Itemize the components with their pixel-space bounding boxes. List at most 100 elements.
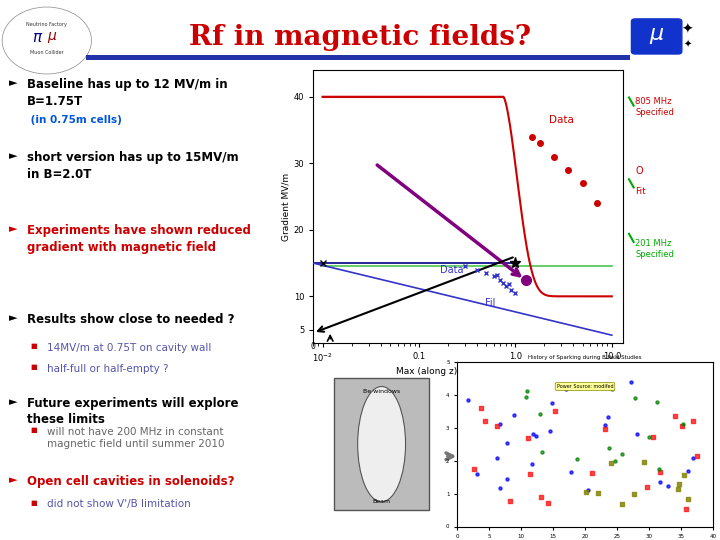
Text: ■: ■ [30,364,37,370]
Bar [86,55,630,60]
Point [522,434,534,442]
Text: will not have 200 MHz in constant
magnetic field until summer 2010: will not have 200 MHz in constant magnet… [47,427,225,449]
Point [508,410,520,419]
Ellipse shape [358,387,405,502]
Point [616,450,627,459]
Point [678,471,690,480]
Point [609,457,621,465]
Text: Future experiments will explore
these limits: Future experiments will explore these li… [27,397,239,427]
Point [582,485,593,494]
Point [672,485,683,494]
Point [520,393,531,402]
Text: Be windows: Be windows [363,389,400,394]
Point [580,488,592,496]
Point [535,410,546,419]
Point [600,380,611,388]
Point [654,478,666,487]
Text: did not show V'/B limitation: did not show V'/B limitation [47,500,191,510]
Circle shape [2,7,91,74]
Point [606,459,617,468]
Point [527,460,539,468]
Text: ►: ► [9,475,17,485]
Point [491,453,503,462]
Point [475,403,487,412]
Text: Experiments have shown reduced
gradient with magnetic field: Experiments have shown reduced gradient … [27,224,251,254]
Point [550,406,562,415]
Text: Fit: Fit [635,187,646,197]
Point [653,465,665,474]
X-axis label: Max (along z) Magnetic Field (T): Max (along z) Magnetic Field (T) [395,367,541,376]
Point [616,500,627,509]
Text: 805 MHz
Specified: 805 MHz Specified [635,97,674,117]
Text: short version has up to 15MV/m
in B=2.0T: short version has up to 15MV/m in B=2.0T [27,151,239,181]
FancyBboxPatch shape [631,19,682,54]
Text: Neutrino Factory: Neutrino Factory [27,22,67,27]
Point [530,432,541,441]
Point [625,378,636,387]
Point [495,484,506,492]
Point [673,480,685,489]
Point [469,464,480,473]
Point [544,426,556,435]
Point [638,458,649,467]
Point [536,448,548,457]
Text: 201 MHz
Specified: 201 MHz Specified [635,239,674,259]
Point [647,432,659,441]
Point [535,492,546,501]
Point [687,454,698,463]
Text: Fil: Fil [485,298,495,308]
Point [592,381,603,389]
Title: History of Sparking during B field Studies: History of Sparking during B field Studi… [528,355,642,360]
Point [501,438,513,447]
Text: Data: Data [440,265,464,275]
Text: half-full or half-empty ?: half-full or half-empty ? [47,364,168,375]
Point [606,384,618,393]
Point [676,422,688,430]
Text: Beam: Beam [372,500,391,504]
Point [683,495,694,503]
Point [546,399,558,407]
Text: ►: ► [9,78,17,89]
Point [592,489,603,498]
Bar [333,378,429,510]
Text: ►: ► [9,151,17,161]
Point [687,417,698,426]
Point [504,497,516,506]
Point [603,413,614,422]
Point [521,387,533,395]
Text: $\mu$: $\mu$ [649,26,665,46]
Point [643,432,654,441]
Text: Rf in magnetic fields?: Rf in magnetic fields? [189,24,531,51]
Point [524,470,536,478]
Point [599,421,611,430]
Point [599,424,611,433]
Point [670,411,681,420]
Point [641,483,652,491]
Text: ►: ► [9,313,17,323]
Point [631,430,642,438]
Point [691,451,703,460]
Text: ■: ■ [30,427,37,433]
Point [662,482,674,490]
Text: $\mu$: $\mu$ [47,30,57,45]
Text: 14MV/m at 0.75T on cavity wall: 14MV/m at 0.75T on cavity wall [47,343,211,353]
Text: 0: 0 [311,342,315,351]
Point [629,393,641,402]
Text: Baseline has up to 12 MV/m in
B=1.75T: Baseline has up to 12 MV/m in B=1.75T [27,78,228,108]
Text: ■: ■ [30,500,37,505]
Point [542,498,554,507]
Point [629,490,640,498]
Point [683,466,694,475]
Text: ■: ■ [30,343,37,349]
Text: Muon Collider: Muon Collider [30,50,63,55]
Text: Data: Data [549,116,574,125]
Point [495,419,506,428]
Point [652,398,663,407]
Point [678,420,689,428]
Point [479,417,490,426]
Point [463,396,474,404]
Point [654,468,665,476]
Text: O: O [635,166,643,176]
Point [491,422,503,430]
Point [472,470,483,478]
